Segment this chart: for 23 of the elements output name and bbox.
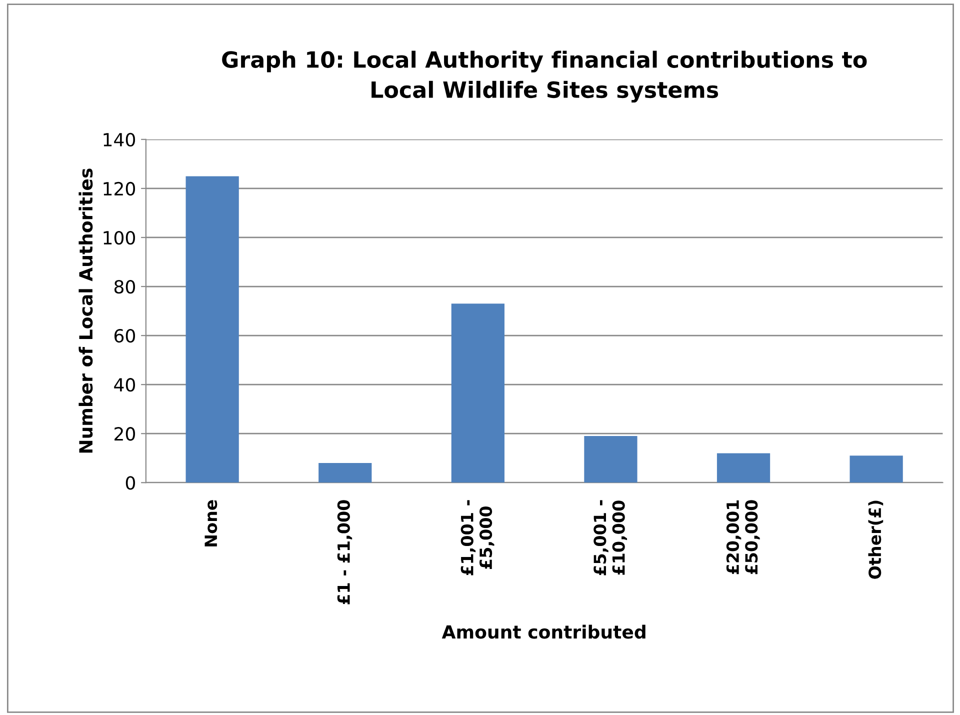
bar xyxy=(584,436,638,483)
y-tick-label: 100 xyxy=(104,230,135,245)
bar xyxy=(850,456,903,483)
x-tick-label: Other(£) xyxy=(868,500,884,579)
y-tick-label: 20 xyxy=(114,427,135,441)
bar xyxy=(451,304,504,483)
x-axis-title: Amount contributed xyxy=(442,624,646,639)
x-tick-label: £1 - £1,000 xyxy=(337,500,352,604)
x-tick-label: £20,001 £50,000 xyxy=(726,500,760,574)
y-tick-label: 120 xyxy=(104,182,135,196)
y-tick-label: 80 xyxy=(114,280,135,294)
chart-title: Graph 10: Local Authority financial contributions to Local Wildlife Sites systems xyxy=(222,50,867,103)
y-tick-label: 60 xyxy=(114,329,135,343)
y-tick-label: 40 xyxy=(114,378,135,392)
bar xyxy=(318,463,372,483)
y-tick-label: 0 xyxy=(126,476,135,490)
y-tick-label: 140 xyxy=(104,132,135,147)
bar xyxy=(186,176,239,483)
x-tick-label: £5,001 - £10,000 xyxy=(594,500,628,576)
x-tick-label: £1,001 - £5,000 xyxy=(460,500,494,576)
y-axis-title: Number of Local Authorities xyxy=(78,168,93,453)
bar xyxy=(716,453,770,483)
x-tick-label: None xyxy=(204,500,218,546)
